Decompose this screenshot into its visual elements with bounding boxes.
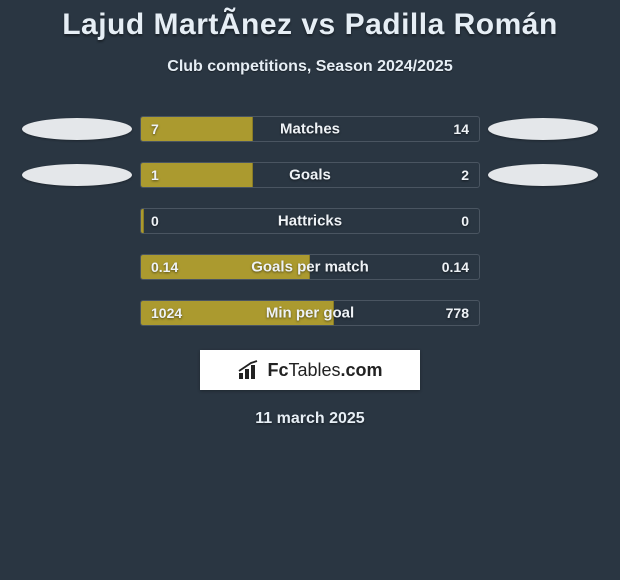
bar-chart-icon — [237, 359, 261, 381]
stat-bar: 1 Goals 2 — [140, 162, 480, 188]
stat-value-right: 0 — [461, 213, 469, 229]
team-badge-right — [488, 164, 598, 186]
stat-label: Matches — [280, 121, 340, 138]
stat-value-left: 1024 — [151, 305, 182, 321]
subtitle: Club competitions, Season 2024/2025 — [0, 58, 620, 76]
stat-rows: 7 Matches 14 1 Goals 2 0 Hattricks 0 0.14 Goals pe… — [0, 116, 620, 326]
stat-row: 7 Matches 14 — [0, 116, 620, 142]
stat-value-left: 7 — [151, 121, 159, 137]
fctables-logo[interactable]: FcTables.com — [200, 350, 420, 390]
page-title: Lajud MartÃ­nez vs Padilla Román — [0, 8, 620, 42]
stat-bar: 0.14 Goals per match 0.14 — [140, 254, 480, 280]
date-label: 11 march 2025 — [0, 410, 620, 428]
stat-label: Hattricks — [278, 213, 342, 230]
logo-text: FcTables.com — [267, 360, 382, 381]
stat-bar-fill — [141, 209, 144, 233]
team-badge-left — [22, 164, 132, 186]
stat-value-right: 778 — [446, 305, 469, 321]
team-badge-right — [488, 118, 598, 140]
stat-label: Goals — [289, 167, 331, 184]
stat-bar: 1024 Min per goal 778 — [140, 300, 480, 326]
stat-row: 1024 Min per goal 778 — [0, 300, 620, 326]
team-badge-left — [22, 118, 132, 140]
stat-value-left: 0 — [151, 213, 159, 229]
comparison-widget: Lajud MartÃ­nez vs Padilla Román Club co… — [0, 0, 620, 428]
stat-value-right: 14 — [453, 121, 469, 137]
stat-value-right: 2 — [461, 167, 469, 183]
stat-row: 0 Hattricks 0 — [0, 208, 620, 234]
stat-row: 0.14 Goals per match 0.14 — [0, 254, 620, 280]
stat-bar: 7 Matches 14 — [140, 116, 480, 142]
stat-row: 1 Goals 2 — [0, 162, 620, 188]
stat-value-left: 0.14 — [151, 259, 178, 275]
stat-value-left: 1 — [151, 167, 159, 183]
stat-bar: 0 Hattricks 0 — [140, 208, 480, 234]
stat-label: Min per goal — [266, 305, 354, 322]
stat-value-right: 0.14 — [442, 259, 469, 275]
stat-label: Goals per match — [251, 259, 369, 276]
